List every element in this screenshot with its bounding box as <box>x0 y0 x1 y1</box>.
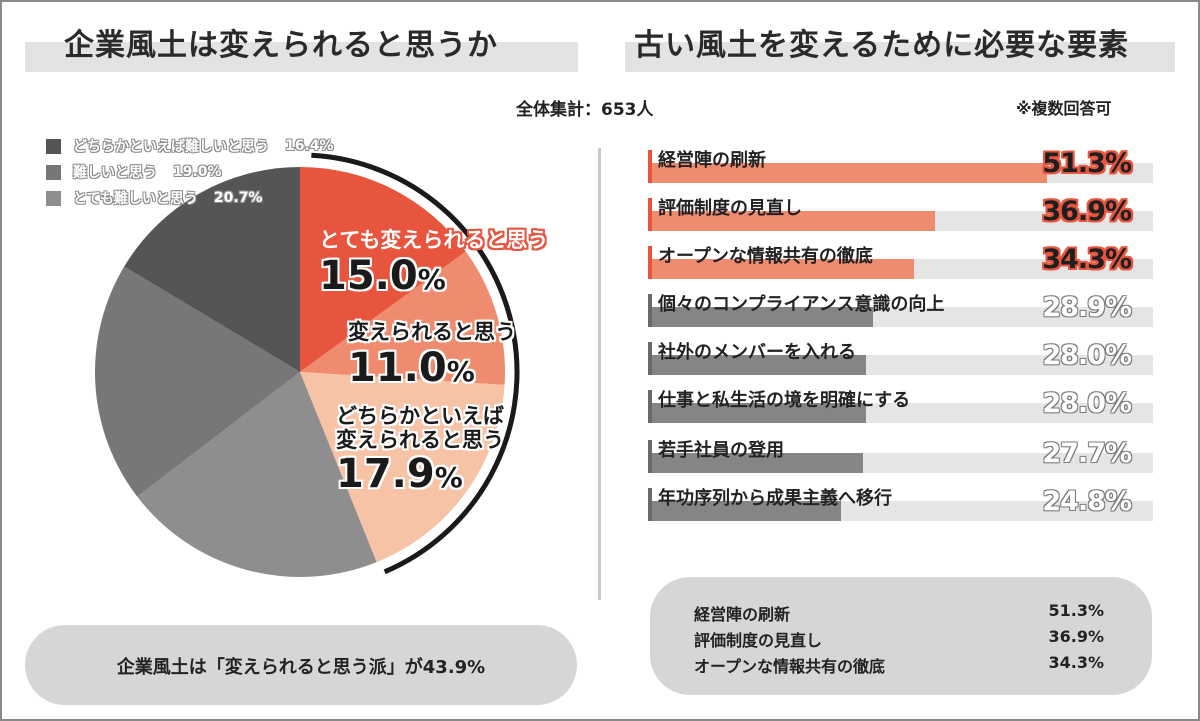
bar-value: 28.9% <box>1042 292 1132 323</box>
bar-fill <box>648 163 1047 183</box>
pie-slice <box>137 372 377 577</box>
pie-slice <box>124 167 301 372</box>
summary-value: 51.3% <box>1048 601 1104 620</box>
bar-tick <box>648 198 652 231</box>
bar-row: 社外のメンバーを入れる 28.0% <box>648 340 1153 375</box>
bar-row: 年功序列から成果主義へ移行 24.8% <box>648 486 1153 521</box>
bar-label: 若手社員の登用 <box>658 440 784 461</box>
bar-value: 27.7% <box>1042 438 1132 469</box>
bar-label: 年功序列から成果主義へ移行 <box>658 488 892 509</box>
bar-label: オープンな情報共有の徹底 <box>658 246 873 267</box>
slice-label-changeable: 変えられると思う 11.0% <box>348 316 516 394</box>
summary-row: オープンな情報共有の徹底 34.3% <box>694 653 1104 679</box>
bar-value: 28.0% <box>1042 340 1132 371</box>
bar-row: 仕事と私生活の境を明確にする 28.0% <box>648 388 1153 423</box>
bar-fill <box>648 259 915 279</box>
positive-share-arc <box>311 152 520 575</box>
summary-value: 36.9% <box>1048 627 1104 646</box>
right-summary-box: 経営陣の刷新 51.3% 評価制度の見直し 36.9% オープンな情報共有の徹底… <box>650 577 1152 695</box>
summary-label: 評価制度の見直し <box>694 631 823 650</box>
left-title-bar <box>25 42 578 72</box>
legend-swatch <box>46 190 61 206</box>
bar-label: 評価制度の見直し <box>658 198 802 219</box>
legend-label: 難しいと思う <box>73 165 157 181</box>
bar-tick <box>648 488 652 521</box>
bar-value: 34.3% <box>1042 244 1132 275</box>
bar-row: 若手社員の登用 27.7% <box>648 438 1153 473</box>
legend-swatch <box>46 164 61 180</box>
bar-row: オープンな情報共有の徹底 34.3% <box>648 244 1153 279</box>
pie-slice <box>95 266 300 497</box>
bar-fill <box>648 355 866 375</box>
slice-name: とても変えられると思う <box>319 228 549 252</box>
left-summary-text: 企業風土は「変えられると思う派」が43.9% <box>116 657 486 678</box>
bar-label: 社外のメンバーを入れる <box>658 342 856 363</box>
bar-value: 24.8% <box>1042 486 1132 517</box>
legend-label: とても難しいと思う <box>73 191 198 207</box>
pie-slice <box>300 167 466 372</box>
slice-value-unit: % <box>417 263 446 296</box>
pie-slice <box>300 372 505 563</box>
bar-label: 仕事と私生活の境を明確にする <box>658 390 911 411</box>
bar-row: 評価制度の見直し 36.9% <box>648 196 1153 231</box>
legend-swatch <box>46 138 61 154</box>
summary-label: オープンな情報共有の徹底 <box>694 657 886 676</box>
slice-name-line-2: 変えられると思う <box>336 428 504 452</box>
bar-tick <box>648 390 652 423</box>
legend-label: どちらかといえば難しいと思う <box>73 139 269 155</box>
legend-value: 20.7% <box>213 190 263 206</box>
bar-row: 経営陣の刷新 51.3% <box>648 148 1153 183</box>
legend-item: 難しいと思う 19.0% <box>46 159 334 185</box>
bar-fill <box>648 403 866 423</box>
slice-label-somewhat-changeable: どちらかといえば 変えられると思う 17.9% <box>336 404 504 500</box>
legend-value: 16.4% <box>285 138 334 154</box>
slice-value-number: 11.0 <box>348 345 447 391</box>
legend-value: 19.0% <box>173 164 222 180</box>
bar-tick <box>648 342 652 375</box>
bar-tick <box>648 440 652 473</box>
bar-fill <box>648 307 873 327</box>
bar-label: 経営陣の刷新 <box>658 150 766 171</box>
bar-fill <box>648 211 935 231</box>
sample-size: 全体集計：653人 <box>516 100 654 120</box>
bar-tick <box>648 150 652 183</box>
right-title: 古い風土を変えるために必要な要素 <box>634 28 1130 63</box>
bar-label: 個々のコンプライアンス意識の向上 <box>658 294 945 315</box>
column-divider <box>598 148 601 600</box>
pie-legend: どちらかといえば難しいと思う 16.4% 難しいと思う 19.0% とても難しい… <box>46 133 334 211</box>
bar-fill <box>648 501 841 521</box>
legend-item: とても難しいと思う 20.7% <box>46 185 334 211</box>
slice-value-number: 17.9 <box>336 451 435 497</box>
bar-value: 51.3% <box>1042 148 1132 179</box>
slice-label-very-changeable: とても変えられると思う 15.0% <box>319 224 548 302</box>
bar-tick <box>648 246 652 279</box>
multiple-answer-note: ※複数回答可 <box>1016 99 1112 118</box>
slice-value: 17.9% <box>336 452 504 500</box>
slice-value-unit: % <box>446 355 475 388</box>
summary-label: 経営陣の刷新 <box>694 605 791 624</box>
slice-value-number: 15.0 <box>319 253 418 299</box>
left-title: 企業風土は変えられると思うか <box>64 28 498 63</box>
pie-chart <box>95 152 520 577</box>
pie-slice <box>300 251 505 385</box>
bar-value: 36.9% <box>1042 196 1132 227</box>
slice-name: 変えられると思う <box>348 320 516 344</box>
bar-row: 個々のコンプライアンス意識の向上 28.9% <box>648 292 1153 327</box>
summary-row: 評価制度の見直し 36.9% <box>694 627 1104 653</box>
bar-tick <box>648 294 652 327</box>
right-title-bar <box>625 42 1175 72</box>
left-summary-box: 企業風土は「変えられると思う派」が43.9% <box>25 625 577 705</box>
slice-value-unit: % <box>434 461 463 494</box>
summary-row: 経営陣の刷新 51.3% <box>694 601 1104 627</box>
bar-value: 28.0% <box>1042 388 1132 419</box>
legend-item: どちらかといえば難しいと思う 16.4% <box>46 133 334 159</box>
summary-value: 34.3% <box>1048 653 1104 672</box>
slice-name-line-1: どちらかといえば <box>336 404 504 428</box>
bar-fill <box>648 453 864 473</box>
slice-value: 11.0% <box>348 346 516 394</box>
slice-value: 15.0% <box>319 254 548 302</box>
